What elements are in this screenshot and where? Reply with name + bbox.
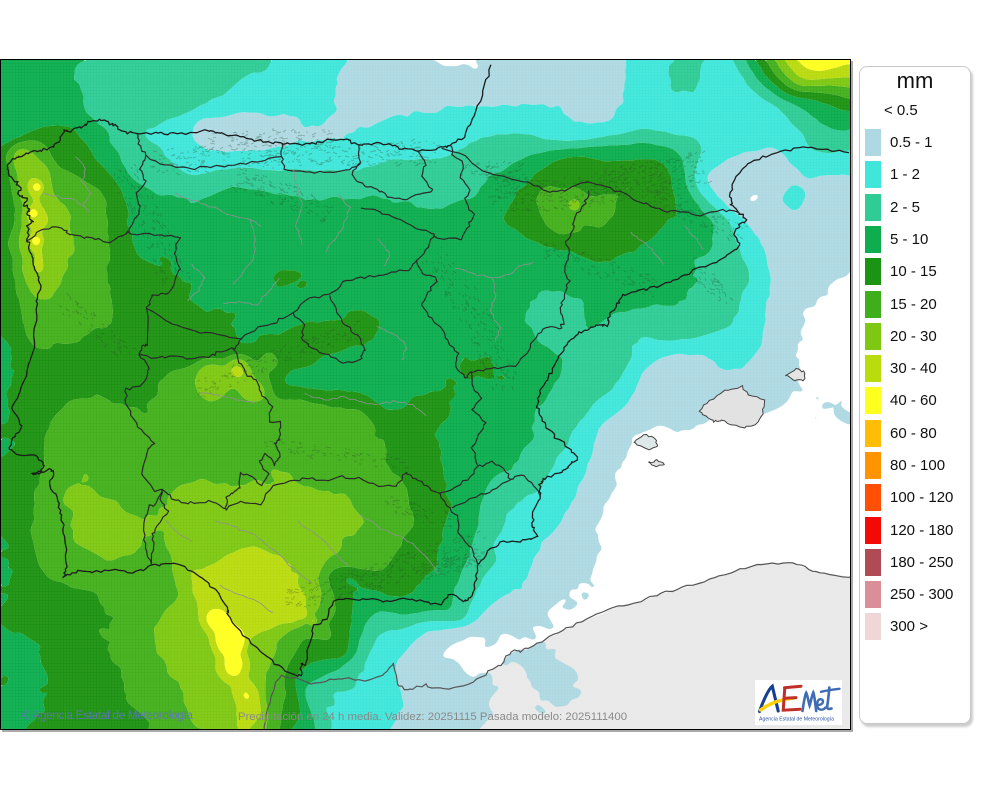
svg-text:Agencia Estatal de Meteorologí: Agencia Estatal de Meteorología [759,716,834,722]
